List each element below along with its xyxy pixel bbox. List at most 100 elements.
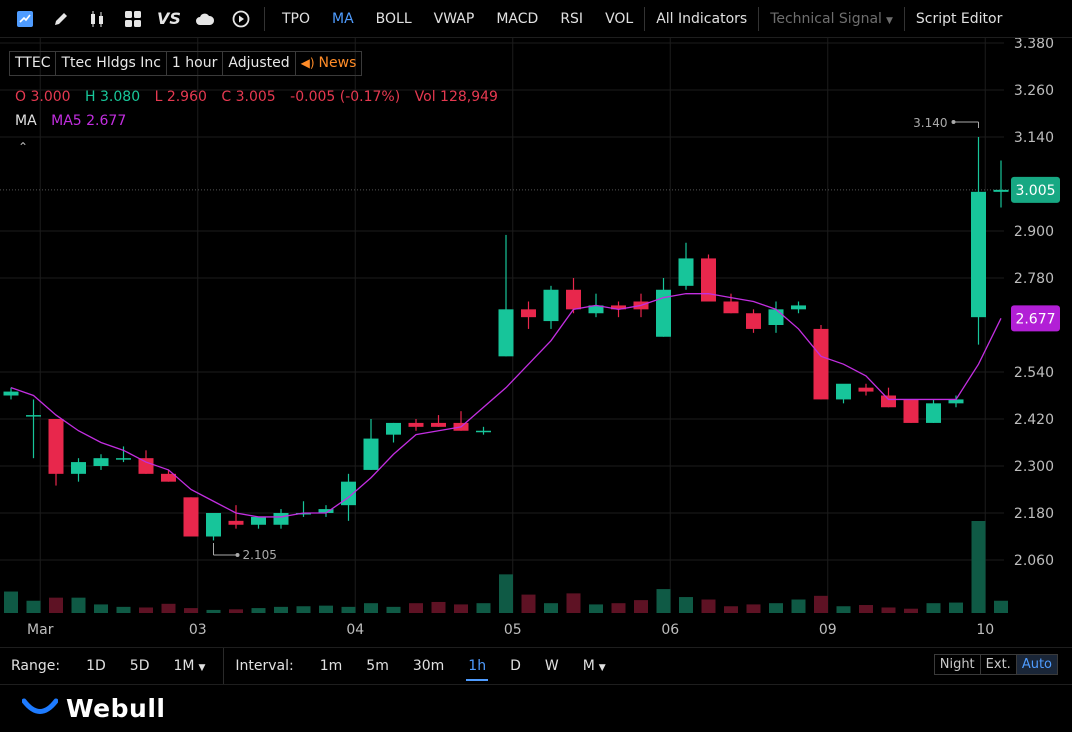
last-price-tag [1011,176,1060,203]
chart-icon[interactable] [14,8,36,30]
candle-body [948,399,964,404]
news-button[interactable]: ◀) News [296,52,362,75]
volume-bar [746,604,761,613]
price-chart[interactable]: 3.380 3.260 3.140 2.900 2.780 2.540 2.420 2.300… [0,38,1072,644]
ma-readout[interactable]: MA MA5 2.677 [15,113,126,129]
candle-body [813,328,829,400]
volume-bar [859,605,873,613]
candle-body [138,458,154,474]
top-toolbar: VS TPO MA BOLL VWAP MACD RSI VOL All Indicator… [0,0,1072,38]
interval-w[interactable]: W [545,658,559,674]
interval-30m[interactable]: 30m [413,658,444,674]
volume-bar [319,605,333,613]
volume-bar [184,608,198,613]
interval-1h[interactable]: 1h [466,658,488,681]
ma-price-label: 2.677 [1015,311,1055,327]
volume-bar [701,599,716,613]
volume-bar [656,589,671,613]
replay-icon[interactable] [230,8,252,30]
range-label: Range: [11,658,61,674]
session-auto[interactable]: Auto [1016,655,1057,674]
volume-bar [521,594,536,613]
volume-value: 128,949 [440,89,498,105]
y-tick-label: 3.260 [1014,83,1054,99]
range-1d[interactable]: 1D [86,658,106,674]
low-annotation-dot [235,553,240,557]
toolbar-divider [758,6,760,31]
layout-icon[interactable] [122,8,144,30]
low-label: L [154,89,163,105]
high-annotation-label: 3.140 [913,116,947,130]
ma5-line [10,293,1002,518]
open-label: O [15,89,27,105]
collapse-icon[interactable]: ⌃ [18,140,29,154]
volume-bar [49,597,63,613]
interval-label-text: W [544,658,559,674]
range-label-text: 1D [86,658,106,674]
all-indicators-button[interactable]: All Indicators [656,10,748,27]
tab-ma[interactable]: MA [332,10,354,27]
candle-body [183,497,199,537]
ma-label: MA [15,113,37,129]
interval-tag[interactable]: 1 hour [167,52,224,75]
interval-d[interactable]: D [510,658,521,674]
volume-bar [229,609,243,613]
tab-vol[interactable]: VOL [605,10,634,27]
tab-macd[interactable]: MACD [496,10,539,27]
company-name: Ttec Hldgs Inc [56,52,167,75]
toolbar-divider [903,6,905,31]
candle-body [701,258,716,302]
candle-body [296,513,311,515]
session-ext[interactable]: Ext. [981,655,1017,674]
x-tick-label: 09 [819,622,837,638]
volume-bar [251,608,266,613]
range-1m[interactable]: 1M ▼ [173,658,205,674]
adjusted-tag[interactable]: Adjusted [223,52,296,75]
volume-bar [161,603,176,613]
interval-5m[interactable]: 5m [366,658,389,674]
technical-signal-dropdown[interactable]: Technical Signal ▼ [770,11,893,27]
volume-bar [904,608,918,613]
tab-boll[interactable]: BOLL [375,10,412,27]
tab-rsi[interactable]: RSI [560,10,584,27]
interval-1m[interactable]: 1m [320,658,343,674]
volume-bar [476,603,491,613]
compare-icon[interactable]: VS [157,9,181,28]
volume-bar [949,602,963,613]
candle-body [768,309,784,325]
volume-bar [71,597,86,613]
candle-body [318,509,334,513]
candle-body [161,473,176,482]
candles-icon[interactable] [86,8,108,30]
interval-label-text: 1m [319,658,343,674]
high-label: H [85,89,96,105]
script-editor-button[interactable]: Script Editor [915,10,1003,27]
volume-bar [409,603,423,613]
volume-label: Vol [414,89,436,105]
last-price-label: 3.005 [1015,183,1055,199]
session-night[interactable]: Night [935,655,981,674]
indicator-tabs: TPO MA BOLL VWAP MACD RSI VOL [271,11,644,27]
tab-vwap[interactable]: VWAP [433,10,475,27]
candle-body [993,189,1009,192]
footer: Webull [0,684,1072,732]
tab-tpo[interactable]: TPO [282,10,311,27]
cloud-icon[interactable] [194,8,216,30]
range-label-text: 5D [129,658,150,674]
pencil-icon[interactable] [50,8,72,30]
candle-body [903,399,919,423]
candle-body [228,520,244,525]
candle-body [543,289,559,322]
volume-bar [679,597,693,613]
volume-bar [94,604,108,613]
session-toggle: Night Ext. Auto [933,654,1058,675]
candle-body [116,458,131,460]
ticker-symbol[interactable]: TTEC [10,52,57,75]
candle-body [71,462,86,474]
interval-m[interactable]: M ▼ [583,658,606,674]
interval-label-text: D [510,658,521,674]
range-5d[interactable]: 5D [130,658,150,674]
volume-bar [769,603,783,613]
bottom-bar: Range: 1D 5D 1M ▼ Interval: 1m 5m 30m 1h D W M ▼ N… [0,647,1072,685]
candle-body [408,422,424,427]
